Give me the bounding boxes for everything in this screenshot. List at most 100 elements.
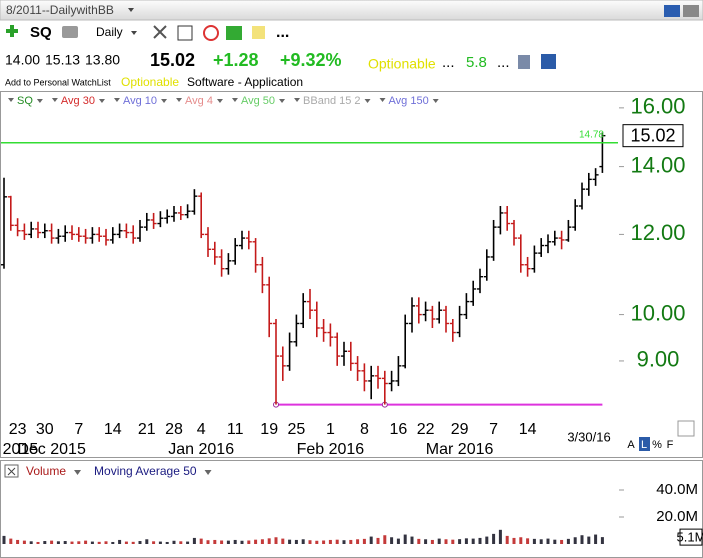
quote-high: 15.13	[45, 52, 80, 68]
volume-bar	[519, 537, 523, 544]
volume-bar	[322, 540, 326, 544]
scale-button[interactable]: L	[641, 439, 647, 451]
alarm-icon[interactable]	[203, 25, 219, 41]
legend-entry: Avg 150	[389, 95, 429, 107]
volume-bar	[546, 538, 550, 544]
volume-bar	[179, 541, 183, 544]
volume-bar	[526, 538, 530, 544]
volume-bar	[369, 536, 373, 544]
scale-button[interactable]: %	[652, 439, 662, 451]
volume-bar	[111, 541, 115, 544]
legend-entry: Avg 50	[241, 95, 275, 107]
volume-bar	[70, 541, 74, 544]
x-tick-label: 21	[138, 421, 156, 438]
close-x[interactable]	[7, 467, 16, 476]
quote-change: +1.28	[213, 50, 259, 70]
volume-bar	[43, 541, 47, 544]
legend-arrow	[294, 98, 301, 102]
reference-label: 14.78	[579, 129, 604, 140]
volume-bar	[267, 538, 271, 544]
volume-bar	[226, 540, 230, 544]
t-button[interactable]	[683, 5, 699, 17]
dropdown-arrow[interactable]	[131, 31, 137, 35]
volume-bar	[328, 539, 332, 544]
volume-bar	[566, 538, 570, 544]
volume-bar	[424, 539, 428, 544]
volume-bar	[539, 539, 543, 544]
last-price: 15.02	[630, 125, 675, 145]
last-volume: 5.1M	[677, 530, 703, 545]
optionable: Optionable	[121, 75, 179, 89]
x-tick-label: 4	[197, 421, 206, 438]
legend-entry: Avg 4	[185, 95, 213, 107]
legend-entry: BBand 15 2	[303, 95, 361, 107]
x-tick-label: 28	[165, 421, 183, 438]
x-tick-label: 23	[9, 421, 27, 438]
tools-icon[interactable]	[153, 25, 167, 39]
volume-bar	[206, 540, 210, 544]
volume-bar	[213, 539, 217, 544]
volume-bar	[356, 539, 360, 544]
volume-tick-label: 40.0M	[656, 481, 698, 498]
print-icon[interactable]	[62, 26, 78, 38]
legend-arrow	[176, 98, 183, 102]
scale-button[interactable]: A	[627, 439, 635, 451]
volume-bar	[315, 540, 319, 544]
volume-bar	[485, 536, 489, 544]
candle-icon[interactable]	[226, 26, 242, 40]
volume-legend-entry: Volume	[26, 464, 66, 478]
month-label: Feb 2016	[297, 441, 365, 458]
more-button[interactable]: ...	[276, 24, 289, 41]
ellipsis: ...	[442, 54, 455, 71]
chart-icon[interactable]	[177, 25, 193, 41]
watchlist-link[interactable]: Add to Personal WatchList	[5, 77, 111, 87]
symbol[interactable]: SQ	[30, 24, 52, 41]
volume-bar	[349, 539, 353, 544]
dropdown-arrow[interactable]	[128, 8, 134, 12]
draw-icon[interactable]	[677, 420, 695, 437]
volume-bar	[512, 537, 516, 544]
volume-bar	[152, 541, 156, 544]
period[interactable]: Daily	[96, 25, 123, 39]
save-icon[interactable]	[541, 54, 556, 69]
x-tick-label: 7	[74, 421, 83, 438]
volume-bar	[362, 538, 366, 544]
volume-bar	[84, 540, 88, 544]
y-tick-label: 14.00	[630, 152, 685, 177]
volume-bar	[288, 539, 292, 544]
volume-bar	[335, 539, 339, 544]
layout-name[interactable]: 8/2011--DailywithBB	[6, 3, 114, 17]
month-label: Mar 2016	[426, 441, 494, 458]
legend-dropdown	[161, 99, 168, 103]
volume-bar	[186, 541, 190, 544]
add-button[interactable]	[6, 25, 18, 37]
x-tick-label: 8	[360, 421, 369, 438]
ellipsis: ...	[497, 54, 510, 71]
scale-button[interactable]: F	[667, 439, 674, 451]
volume-bar	[97, 541, 101, 544]
volume-bar	[383, 535, 387, 544]
db-icon[interactable]	[518, 55, 530, 69]
volume-bar	[471, 538, 475, 544]
volume-bar	[594, 534, 598, 544]
volume-bar	[90, 541, 94, 544]
s-button[interactable]	[664, 5, 680, 17]
x-tick-label: 16	[390, 421, 408, 438]
legend-dropdown	[98, 99, 105, 103]
quote-low: 13.80	[85, 52, 120, 68]
legend-arrow	[379, 98, 386, 102]
note-icon[interactable]	[252, 26, 265, 39]
legend-dropdown	[364, 99, 371, 103]
x-tick-label: 22	[417, 421, 435, 438]
volume-bar	[444, 539, 448, 544]
month-label: Dec 2015	[17, 441, 86, 458]
volume-bar	[247, 540, 251, 544]
volume-bar	[2, 535, 6, 544]
volume-bar	[254, 539, 258, 544]
legend-entry: Avg 10	[123, 95, 157, 107]
legend-dropdown	[204, 470, 212, 475]
volume-bar	[9, 538, 13, 544]
y-tick-label: 10.00	[630, 300, 685, 325]
volume-bar	[396, 538, 400, 544]
